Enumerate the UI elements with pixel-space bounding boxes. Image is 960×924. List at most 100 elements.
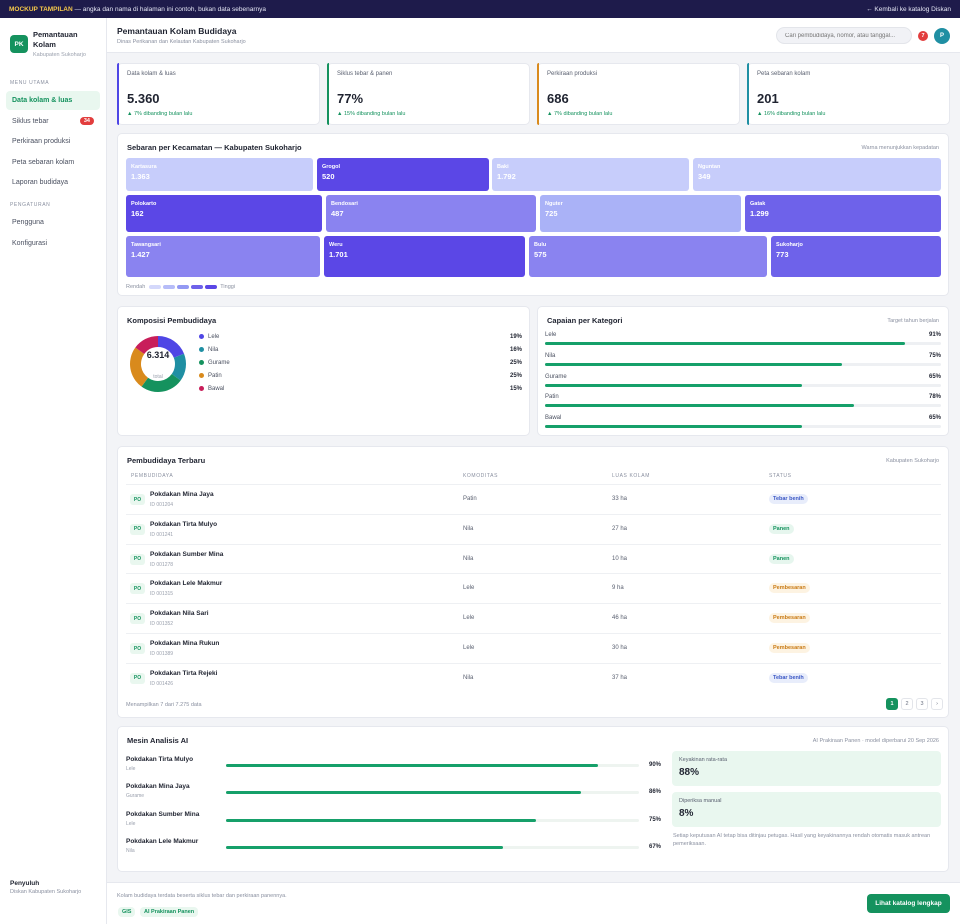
achievement-pct: 91% xyxy=(928,332,941,338)
table-row[interactable]: PO Pokdakan Sumber Mina ID 001278 Nila 1… xyxy=(126,543,941,574)
district-name: Bulu xyxy=(534,242,547,248)
kpi-card-perkiraan-produksi[interactable]: Perkiraan produksi 686 ▲ 7% dibanding bu… xyxy=(537,63,740,125)
district-value: 487 xyxy=(331,209,344,218)
achievement-track xyxy=(545,425,941,428)
page-button-2[interactable]: 2 xyxy=(901,698,913,710)
district-name: Grogol xyxy=(322,164,341,170)
district-tile[interactable]: Weru 1.701 xyxy=(324,236,525,277)
table-row[interactable]: PO Pokdakan Mina Rukun ID 001389 Lele 30… xyxy=(126,633,941,663)
legend-swatch xyxy=(163,285,176,289)
achievement-fill xyxy=(545,425,803,428)
district-tile[interactable]: Kartasura 1.363 xyxy=(126,158,313,191)
sidebar-item-perkiraan-produksi[interactable]: Perkiraan produksi xyxy=(6,132,100,151)
achievement-track xyxy=(545,384,941,387)
district-tile[interactable]: Grogol 520 xyxy=(317,158,489,191)
district-value: 725 xyxy=(545,209,558,218)
achievement-name: Bawal xyxy=(545,415,562,421)
ai-note: AI Prakiraan Panen · model diperbarui 20… xyxy=(812,738,939,744)
status-badge: Tebar benih xyxy=(769,672,808,683)
table-row[interactable]: PO Pokdakan Tirta Rejeki ID 001426 Nila … xyxy=(126,662,941,693)
achievement-pct: 65% xyxy=(928,415,941,421)
achievement-pct: 65% xyxy=(928,374,941,380)
achievement-row-nila: Nila 75% xyxy=(545,353,941,366)
district-tile[interactable]: Nguter 725 xyxy=(540,195,741,232)
farmer-name: Pokdakan Sumber Mina xyxy=(150,550,224,558)
sidebar-item-pengguna[interactable]: Pengguna xyxy=(6,213,100,232)
composition-item-lele: Lele 19% xyxy=(199,334,522,340)
district-value: 1.701 xyxy=(329,250,348,259)
district-tile[interactable]: Tawangsari 1.427 xyxy=(126,236,320,277)
legend-swatch xyxy=(177,285,190,289)
next-page-button[interactable]: › xyxy=(931,698,943,710)
status-badge: Panen xyxy=(769,523,794,534)
achievement-name: Nila xyxy=(545,353,556,359)
ai-confidence-pct: 67% xyxy=(649,844,662,850)
district-tile[interactable]: Baki 1.792 xyxy=(492,158,689,191)
kpi-card-data-kolam[interactable]: Data kolam & luas 5.360 ▲ 7% dibanding b… xyxy=(117,63,320,125)
district-tile[interactable]: Bulu 575 xyxy=(529,236,767,277)
farmer-initials: PO xyxy=(130,643,145,654)
recent-farmers-card: Pembudidaya Terbaru Kabupaten Sukoharjo xyxy=(117,446,949,718)
commodity-cell: Lele xyxy=(463,615,475,622)
search-input[interactable] xyxy=(776,27,912,44)
donut-slice xyxy=(130,347,149,387)
farmer-name: Pokdakan Tirta Mulyo xyxy=(150,520,218,528)
column-header-pembudidaya[interactable]: PEMBUDIDAYA xyxy=(131,473,174,479)
district-tile[interactable]: Polokarto 162 xyxy=(126,195,322,232)
sidebar-item-data-kolam[interactable]: Data kolam & luas xyxy=(6,91,100,110)
farmer-name: Pokdakan Nila Sari xyxy=(150,610,209,618)
table-note: Kabupaten Sukoharjo xyxy=(886,458,939,464)
back-to-catalog-link[interactable]: ← Kembali ke katalog Diskan xyxy=(866,5,951,13)
farmer-id: ID 001278 xyxy=(150,561,174,568)
table-title: Pembudidaya Terbaru xyxy=(127,456,206,465)
achievement-fill xyxy=(545,342,906,345)
avatar[interactable]: P xyxy=(934,28,950,44)
ai-confidence-track xyxy=(226,819,639,822)
kpi-card-peta-sebaran[interactable]: Peta sebaran kolam 201 ▲ 16% dibanding b… xyxy=(747,63,950,125)
district-tile[interactable]: Gatak 1.299 xyxy=(745,195,941,232)
achievement-track xyxy=(545,363,941,366)
kpi-label: Perkiraan produksi xyxy=(547,71,598,77)
sidebar-item-label: Laporan budidaya xyxy=(12,179,69,186)
composition-name: Patin xyxy=(208,373,222,380)
farmer-initials: PO xyxy=(130,583,145,595)
composition-pct: 19% xyxy=(509,334,522,340)
page-button-1[interactable]: 1 xyxy=(886,698,898,710)
farmer-initials: PO xyxy=(130,494,145,505)
column-header-komoditas[interactable]: KOMODITAS xyxy=(463,473,499,479)
table-row[interactable]: PO Pokdakan Mina Jaya ID 001204 Patin 33… xyxy=(126,484,941,514)
page-subtitle: Dinas Perikanan dan Kelautan Kabupaten S… xyxy=(117,39,246,45)
kpi-card-siklus-tebar[interactable]: Siklus tebar & panen 77% ▲ 15% dibanding… xyxy=(327,63,530,125)
ai-row: Pokdakan Lele Makmur Nila 67% xyxy=(126,838,666,854)
district-name: Baki xyxy=(497,164,509,170)
table-row[interactable]: PO Pokdakan Lele Makmur ID 001315 Lele 9… xyxy=(126,573,941,603)
district-tile[interactable]: Nguntan 349 xyxy=(693,158,941,191)
app-title-line-2: Kolam xyxy=(33,40,56,49)
district-tile[interactable]: Sukoharjo 773 xyxy=(771,236,941,277)
column-header-luas-kolam[interactable]: LUAS KOLAM xyxy=(612,473,650,479)
sidebar-item-label: Data kolam & luas xyxy=(12,97,73,104)
achievement-track xyxy=(545,404,941,407)
ai-confidence-track xyxy=(226,791,639,794)
achievement-name: Lele xyxy=(545,332,557,338)
sidebar-item-siklus-tebar[interactable]: Siklus tebar 34 xyxy=(6,112,100,131)
ai-average-confidence: Keyakinan rata-rata 88% xyxy=(672,751,941,786)
view-catalog-button[interactable]: Lihat katalog lengkap xyxy=(867,894,950,913)
district-tile[interactable]: Bendosari 487 xyxy=(326,195,536,232)
composition-item-nila: Nila 16% xyxy=(199,347,522,353)
notification-badge[interactable]: 7 xyxy=(918,31,928,41)
legend-high-label: Tinggi xyxy=(220,284,236,290)
ai-commodity: Lele xyxy=(126,821,136,827)
farmer-initials: PO xyxy=(130,553,145,565)
area-cell: 27 ha xyxy=(612,525,628,532)
page-button-3[interactable]: 3 xyxy=(916,698,928,710)
nav-section-settings: PENGATURAN xyxy=(10,202,51,208)
sidebar-item-laporan-budidaya[interactable]: Laporan budidaya xyxy=(6,173,100,192)
table-row[interactable]: PO Pokdakan Nila Sari ID 001352 Lele 46 … xyxy=(126,603,941,633)
sidebar-item-peta-sebaran[interactable]: Peta sebaran kolam xyxy=(6,153,100,172)
district-name: Nguter xyxy=(545,201,563,207)
ai-row: Pokdakan Sumber Mina Lele 75% xyxy=(126,811,666,827)
column-header-status[interactable]: STATUS xyxy=(769,473,792,479)
sidebar-item-konfigurasi[interactable]: Konfigurasi xyxy=(6,234,100,253)
table-row[interactable]: PO Pokdakan Tirta Mulyo ID 001241 Nila 2… xyxy=(126,513,941,544)
